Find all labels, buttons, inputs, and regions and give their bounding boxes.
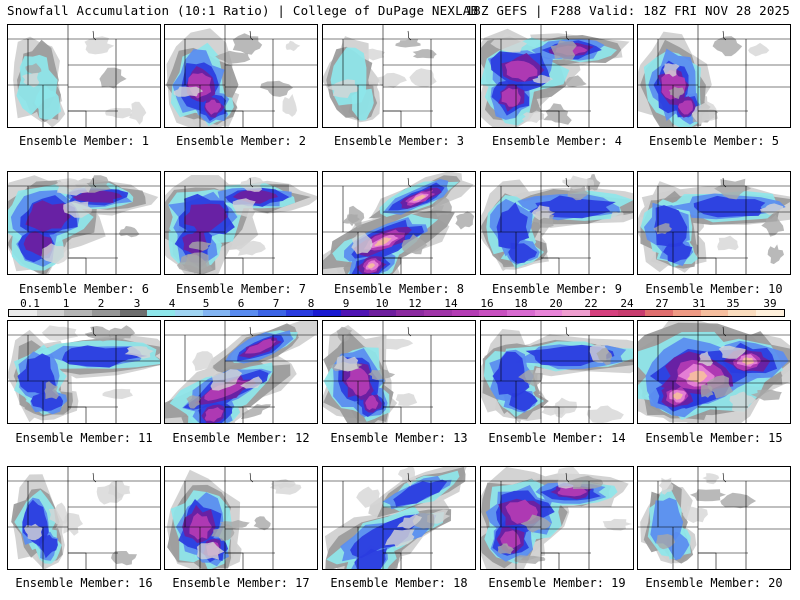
color-scale-segment (313, 310, 342, 316)
ensemble-member-label: Ensemble Member: 10 (645, 282, 783, 296)
color-scale-segment (9, 310, 37, 316)
color-scale-tick-label: 31 (692, 297, 706, 310)
color-scale-segment (645, 310, 674, 316)
ensemble-member-label: Ensemble Member: 2 (175, 134, 307, 148)
color-scale-segment (756, 310, 784, 316)
ensemble-member-map (322, 24, 476, 128)
ensemble-member-label: Ensemble Member: 19 (488, 576, 626, 590)
color-scale-segment (396, 310, 425, 316)
color-scale-tick-label: 3 (133, 297, 141, 310)
ensemble-member-label: Ensemble Member: 8 (333, 282, 465, 296)
ensemble-member-label: Ensemble Member: 3 (333, 134, 465, 148)
color-scale-tick-label: 12 (408, 297, 422, 310)
ensemble-member-map (637, 171, 791, 275)
color-scale-segment (258, 310, 286, 316)
ensemble-member-map (322, 466, 476, 570)
color-scale-tick-label: 9 (342, 297, 350, 310)
ensemble-member-map (322, 320, 476, 424)
ensemble-member-label: Ensemble Member: 7 (175, 282, 307, 296)
color-scale-tick-label: 2 (97, 297, 105, 310)
color-scale-tick-label: 7 (272, 297, 280, 310)
color-scale-segment (368, 310, 397, 316)
ensemble-member-label: Ensemble Member: 18 (330, 576, 468, 590)
ensemble-member-map (7, 24, 161, 128)
ensemble-member-label: Ensemble Member: 11 (15, 431, 153, 445)
ensemble-member-label: Ensemble Member: 12 (172, 431, 310, 445)
color-scale-segment (479, 310, 508, 316)
color-scale-segment (424, 310, 452, 316)
color-scale-segment (285, 310, 314, 316)
color-scale-segment (562, 310, 591, 316)
color-scale-segment (451, 310, 480, 316)
ensemble-member-label: Ensemble Member: 5 (648, 134, 780, 148)
ensemble-member-label: Ensemble Member: 16 (15, 576, 153, 590)
color-scale-segment (147, 310, 176, 316)
ensemble-member-map (637, 320, 791, 424)
color-scale-segment (617, 310, 646, 316)
color-scale-segment (534, 310, 563, 316)
color-scale-tick-label: 10 (375, 297, 389, 310)
color-scale-segment (700, 310, 729, 316)
ensemble-member-label: Ensemble Member: 1 (18, 134, 150, 148)
color-scale-segment (119, 310, 148, 316)
color-scale-segment (175, 310, 203, 316)
color-scale-tick-label: 6 (237, 297, 245, 310)
color-scale-segment (341, 310, 369, 316)
color-scale-segment (64, 310, 93, 316)
run-valid-time: 18Z GEFS | F288 Valid: 18Z FRI NOV 28 20… (465, 3, 790, 18)
ensemble-member-map (164, 171, 318, 275)
color-scale-tick-label: 16 (480, 297, 494, 310)
ensemble-member-map (480, 320, 634, 424)
color-scale-segment (590, 310, 618, 316)
color-scale-tick-label: 39 (763, 297, 777, 310)
color-scale-tick-label: 27 (655, 297, 669, 310)
ensemble-member-label: Ensemble Member: 9 (491, 282, 623, 296)
color-scale-segment (507, 310, 535, 316)
ensemble-member-map (480, 171, 634, 275)
ensemble-member-label: Ensemble Member: 14 (488, 431, 626, 445)
color-scale-segment (673, 310, 701, 316)
color-scale-segment (202, 310, 231, 316)
ensemble-member-label: Ensemble Member: 20 (645, 576, 783, 590)
color-scale-tick-label: 18 (514, 297, 528, 310)
color-scale-segment (728, 310, 757, 316)
color-scale-tick-label: 5 (202, 297, 210, 310)
ensemble-member-map (164, 466, 318, 570)
color-scale-segment (36, 310, 65, 316)
color-scale-tick-label: 14 (444, 297, 458, 310)
color-scale-tick-label: 35 (726, 297, 740, 310)
ensemble-member-map (637, 24, 791, 128)
color-scale-segment (92, 310, 120, 316)
ensemble-member-label: Ensemble Member: 6 (18, 282, 150, 296)
ensemble-member-map (164, 24, 318, 128)
ensemble-member-label: Ensemble Member: 15 (645, 431, 783, 445)
color-scale-bar (8, 309, 785, 317)
color-scale-tick-label: 8 (307, 297, 315, 310)
ensemble-member-label: Ensemble Member: 4 (491, 134, 623, 148)
color-scale-tick-label: 20 (549, 297, 563, 310)
color-scale-tick-label: 22 (584, 297, 598, 310)
ensemble-member-map (7, 171, 161, 275)
ensemble-member-map (480, 466, 634, 570)
ensemble-member-map (637, 466, 791, 570)
color-scale-tick-label: 1 (62, 297, 70, 310)
color-scale-tick-label: 24 (620, 297, 634, 310)
color-scale-tick-label: 4 (168, 297, 176, 310)
ensemble-member-map (322, 171, 476, 275)
color-scale-tick-label: 0.1 (20, 297, 40, 310)
page-title: Snowfall Accumulation (10:1 Ratio) | Col… (7, 3, 479, 18)
color-scale-segment (230, 310, 259, 316)
ensemble-member-map (164, 320, 318, 424)
ensemble-member-map (480, 24, 634, 128)
ensemble-member-map (7, 466, 161, 570)
ensemble-member-label: Ensemble Member: 17 (172, 576, 310, 590)
ensemble-member-map (7, 320, 161, 424)
ensemble-member-label: Ensemble Member: 13 (330, 431, 468, 445)
